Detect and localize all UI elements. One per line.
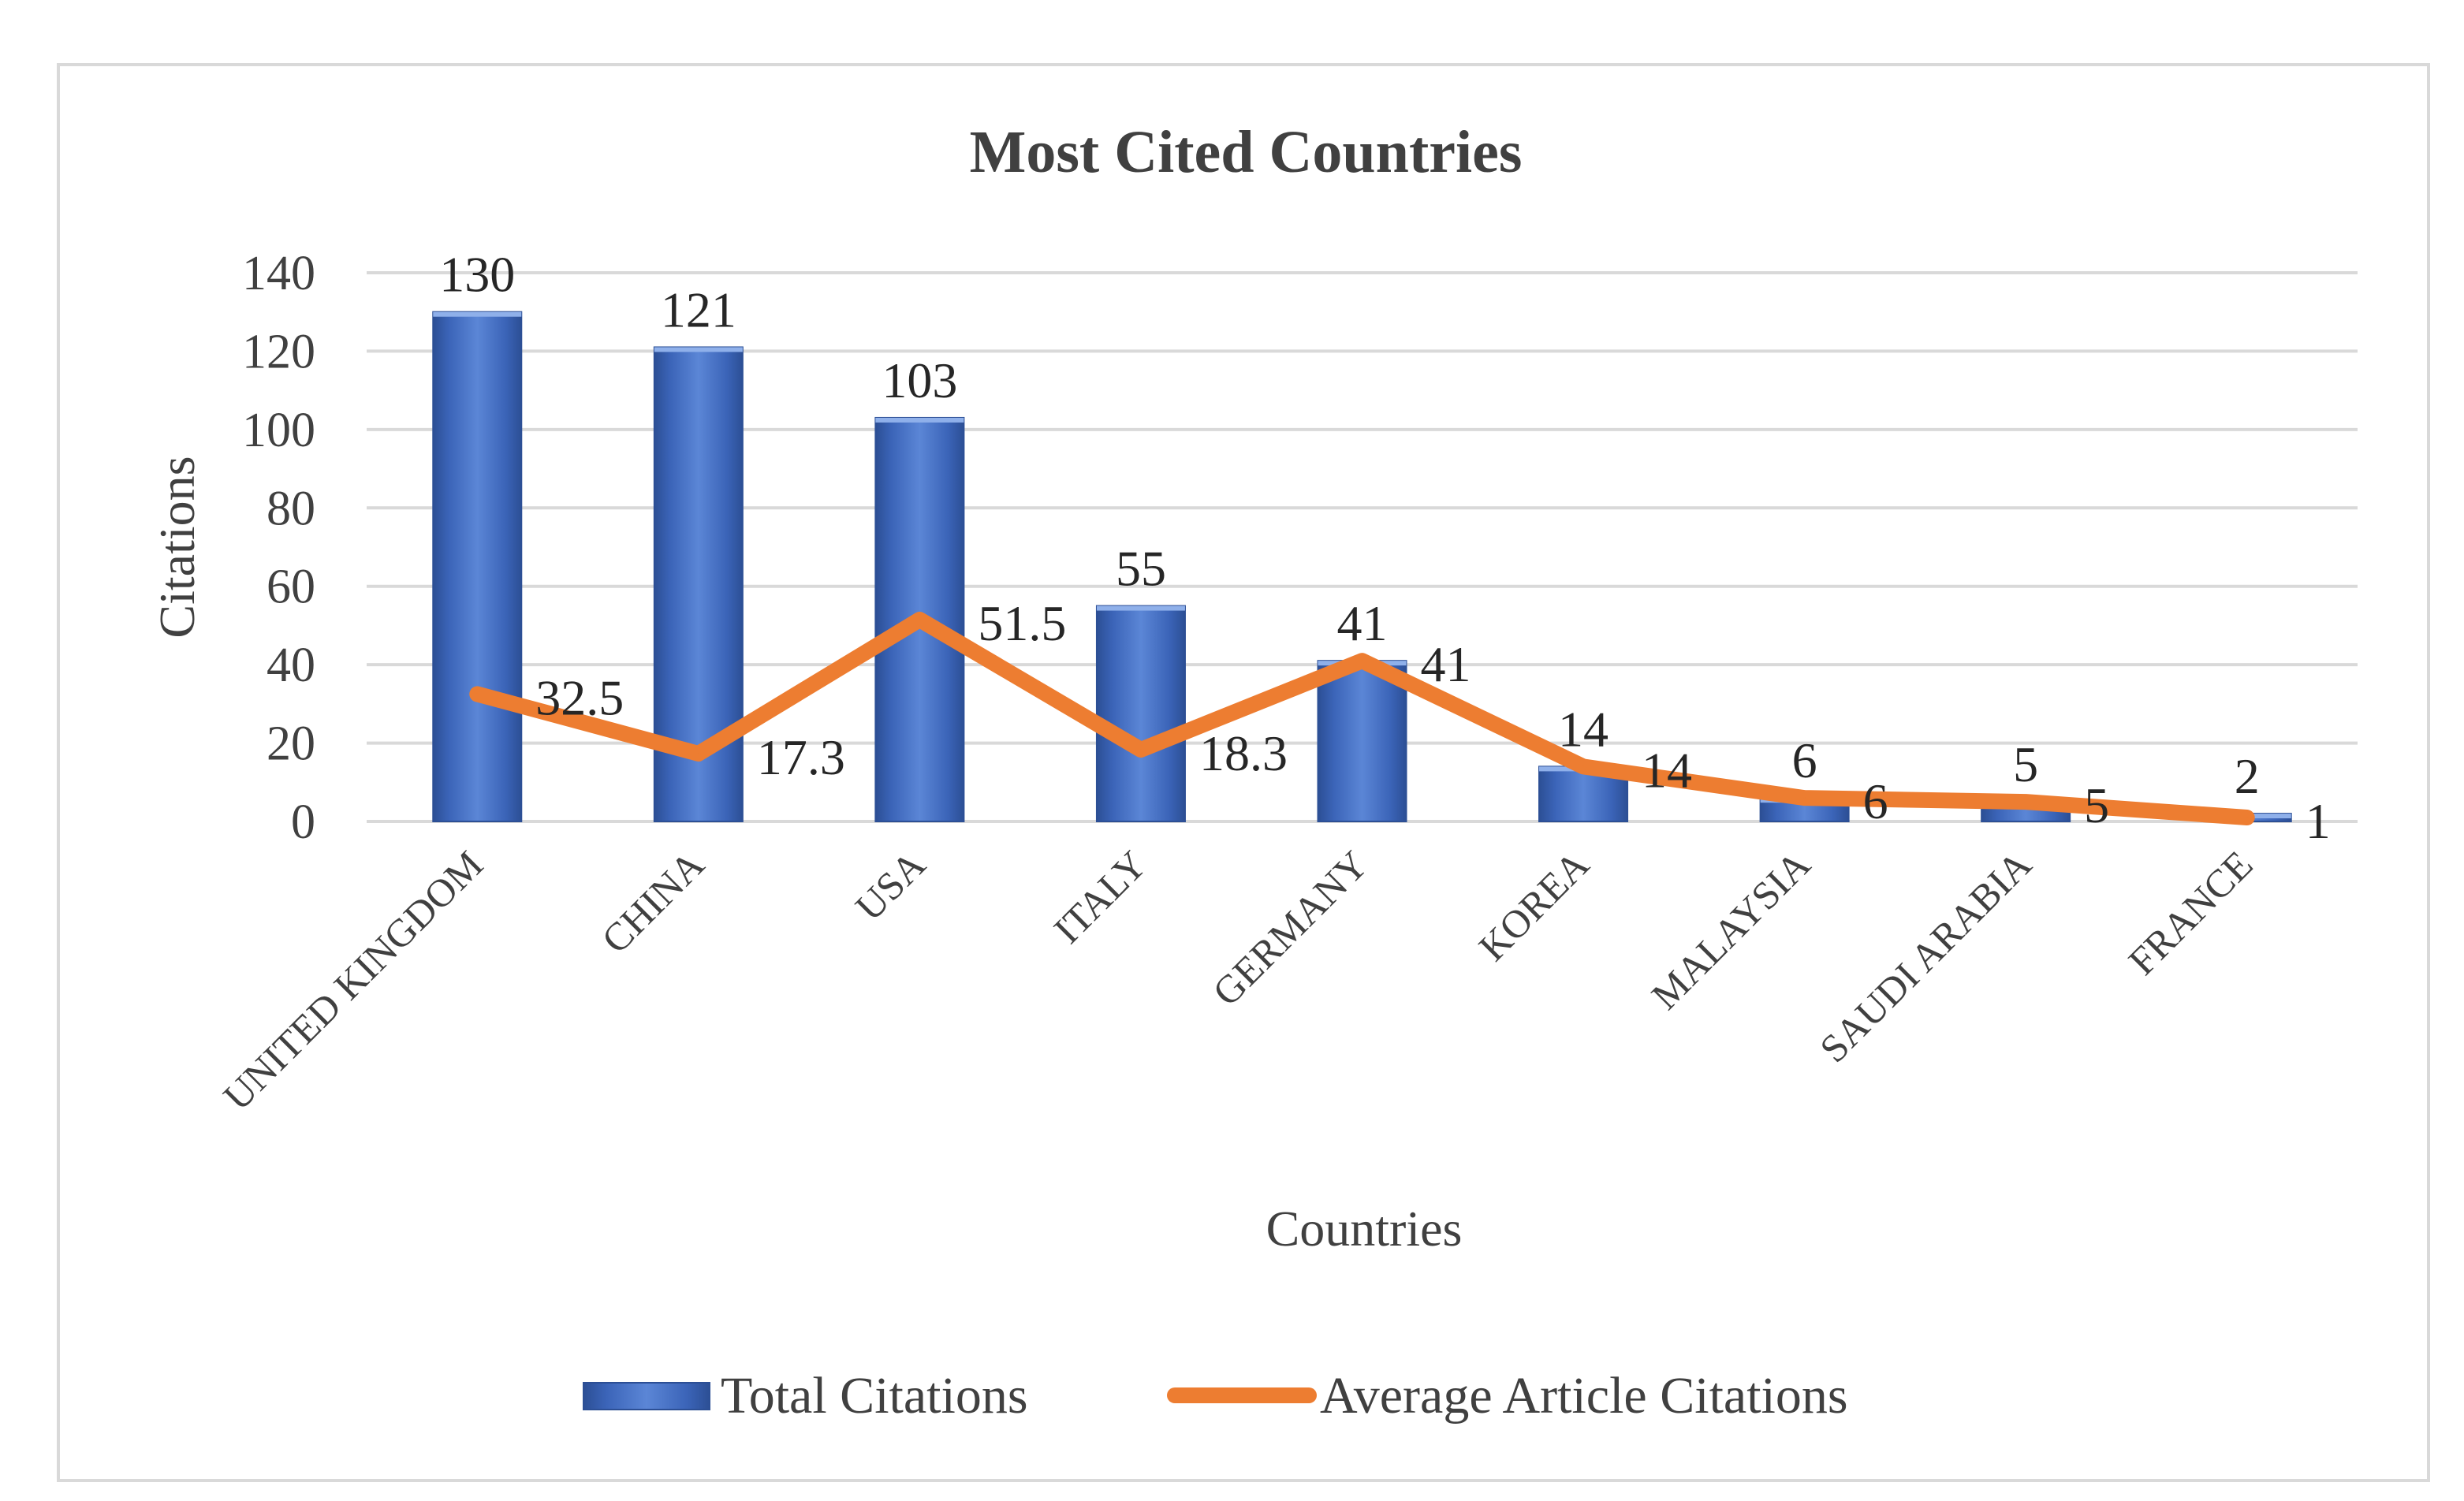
x-category-china: CHINA bbox=[593, 842, 713, 962]
line-label-korea: 14 bbox=[1642, 742, 1692, 798]
bar-united-kingdom bbox=[432, 311, 523, 822]
y-tick-label-60: 60 bbox=[267, 561, 315, 614]
bar-highlight-italy bbox=[1096, 605, 1185, 611]
line-label-saudi-arabia: 5 bbox=[2084, 777, 2109, 833]
y-axis-ticks: 0 20 40 60 80 100 120 140 bbox=[242, 247, 315, 849]
line-point-usa bbox=[919, 618, 921, 620]
y-tick-label-80: 80 bbox=[267, 482, 315, 535]
y-tick-label-100: 100 bbox=[242, 404, 315, 457]
line-label-france: 1 bbox=[2306, 793, 2331, 849]
bar-label-usa: 103 bbox=[882, 352, 957, 408]
x-category-france: FRANCE bbox=[2119, 842, 2261, 983]
bar-series bbox=[432, 311, 2292, 823]
x-category-korea: KOREA bbox=[1470, 842, 1597, 969]
bar-italy bbox=[1095, 605, 1186, 822]
x-category-usa: USA bbox=[847, 842, 934, 929]
y-tick-label-120: 120 bbox=[242, 325, 315, 378]
legend-item-average-article-citations: Average Article Citations bbox=[1167, 1367, 1848, 1425]
bar-label-france: 2 bbox=[2235, 748, 2260, 804]
bar-label-united-kingdom: 130 bbox=[439, 247, 515, 303]
bar-label-germany: 41 bbox=[1337, 595, 1388, 651]
line-label-malaysia: 6 bbox=[1863, 773, 1888, 829]
line-point-saudi-arabia bbox=[2025, 801, 2027, 803]
legend-label-total-citations: Total Citations bbox=[721, 1367, 1028, 1425]
bar-label-saudi-arabia: 5 bbox=[2013, 736, 2038, 792]
line-label-germany: 41 bbox=[1421, 636, 1471, 692]
x-category-germany: GERMANY bbox=[1204, 842, 1376, 1014]
legend: Total Citations Average Article Citation… bbox=[583, 1367, 1848, 1425]
line-point-malaysia bbox=[1803, 797, 1806, 799]
x-category-malaysia: MALAYSIA bbox=[1642, 842, 1818, 1018]
line-point-korea bbox=[1582, 765, 1585, 768]
y-tick-label-40: 40 bbox=[267, 639, 315, 692]
legend-label-average-article-citations: Average Article Citations bbox=[1320, 1367, 1848, 1425]
bar-label-malaysia: 6 bbox=[1792, 732, 1817, 788]
bar-highlight-china bbox=[654, 347, 743, 352]
x-category-italy: ITALY bbox=[1045, 842, 1154, 952]
bar-germany bbox=[1317, 660, 1407, 823]
bar-label-korea: 14 bbox=[1558, 701, 1608, 757]
line-label-italy: 18.3 bbox=[1199, 725, 1288, 781]
x-axis-title: Countries bbox=[1266, 1201, 1463, 1257]
bar-label-italy: 55 bbox=[1116, 541, 1166, 597]
x-axis-categories: UNITED KINGDOM CHINA USA ITALY GERMANY KOREA M… bbox=[214, 842, 2261, 1119]
line-point-china bbox=[697, 752, 699, 754]
x-category-saudi-arabia: SAUDI ARABIA bbox=[1811, 842, 2040, 1071]
line-point-italy bbox=[1139, 749, 1142, 751]
data-labels: 130 121 103 55 41 14 6 5 2 32.5 17.3 51.5 18.3 41 14 6 5… bbox=[439, 247, 2330, 849]
chart-title: Most Cited Countries bbox=[970, 119, 1523, 185]
bar-highlight-united-kingdom bbox=[433, 311, 522, 317]
legend-item-total-citations: Total Citations bbox=[583, 1367, 1028, 1425]
line-point-united-kingdom bbox=[476, 693, 479, 695]
y-axis-title: Citations bbox=[149, 456, 205, 638]
y-tick-label-140: 140 bbox=[242, 247, 315, 300]
bar-highlight-usa bbox=[875, 417, 964, 423]
line-label-united-kingdom: 32.5 bbox=[535, 669, 624, 725]
line-label-usa: 51.5 bbox=[978, 595, 1066, 651]
legend-swatch-bar bbox=[583, 1382, 710, 1410]
line-label-china: 17.3 bbox=[757, 729, 845, 785]
y-tick-label-0: 0 bbox=[291, 795, 315, 849]
line-series bbox=[469, 611, 2255, 826]
y-tick-label-20: 20 bbox=[267, 717, 315, 771]
x-category-united-kingdom: UNITED KINGDOM bbox=[214, 842, 491, 1119]
line-point-france bbox=[2246, 817, 2248, 819]
line-point-germany bbox=[1361, 660, 1363, 662]
bar-label-china: 121 bbox=[661, 281, 736, 337]
